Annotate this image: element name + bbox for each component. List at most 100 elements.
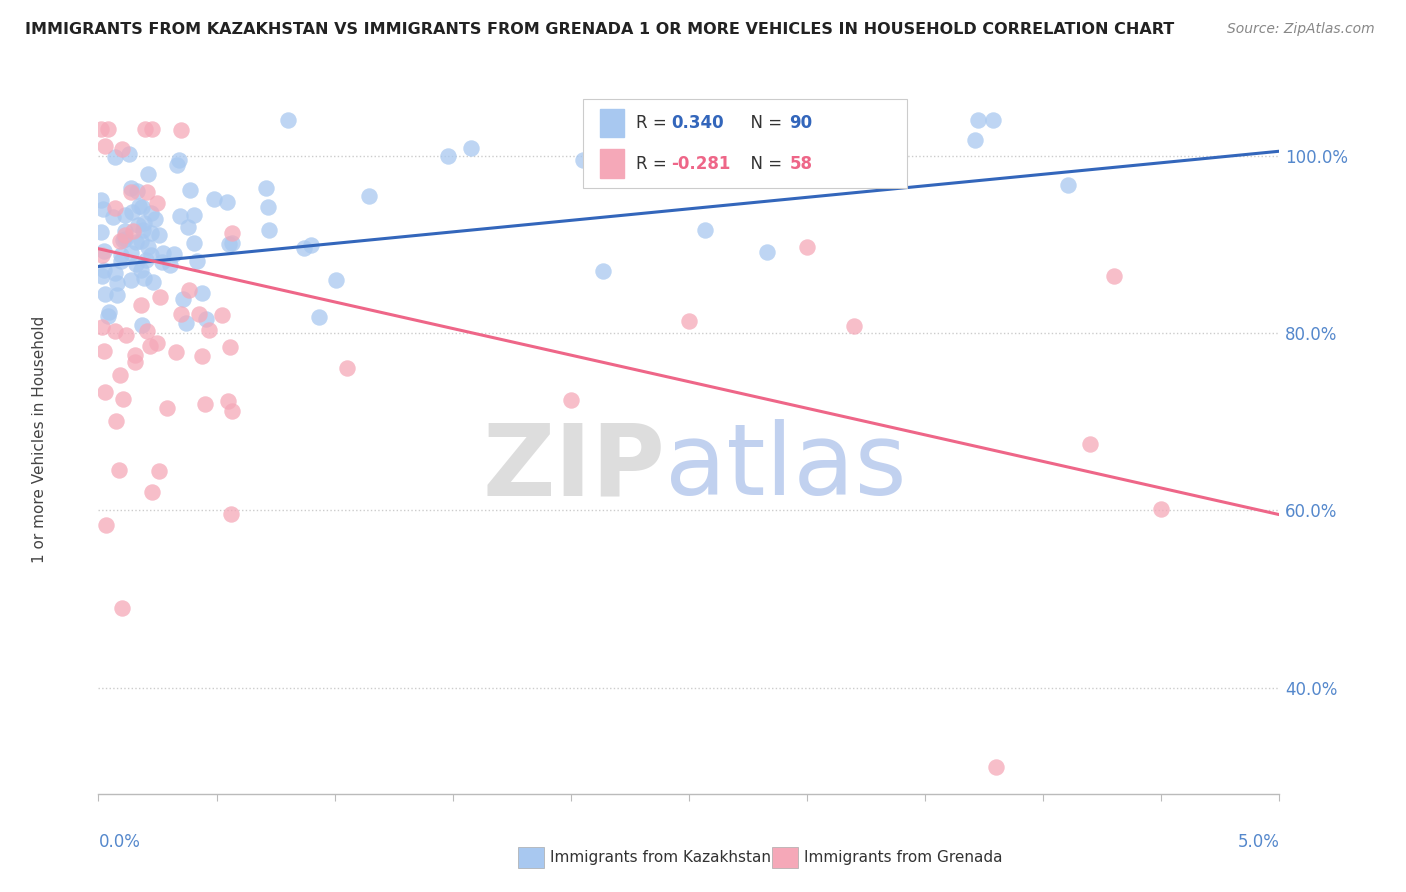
Point [132, 271, 155, 285]
Text: N =: N = [740, 154, 787, 173]
Point [844, 318, 866, 333]
Text: 0.0%: 0.0% [98, 833, 141, 851]
Point [97, 304, 120, 318]
Point [221, 404, 243, 418]
Text: 90: 90 [789, 114, 813, 132]
Point [128, 199, 150, 213]
Point [221, 226, 243, 240]
Point [436, 149, 458, 163]
Point [1150, 502, 1173, 516]
Point [93, 263, 115, 277]
Point [460, 141, 482, 155]
Point [129, 234, 152, 248]
Point [110, 247, 132, 261]
Text: 5.0%: 5.0% [1237, 833, 1279, 851]
Point [90, 248, 112, 262]
Point [121, 205, 143, 219]
Point [114, 228, 136, 243]
Text: atlas: atlas [665, 419, 907, 516]
Text: 1 or more Vehicles in Household: 1 or more Vehicles in Household [32, 316, 46, 563]
Point [131, 318, 153, 333]
Point [170, 307, 193, 321]
Point [104, 202, 127, 216]
Point [107, 463, 129, 477]
FancyBboxPatch shape [600, 150, 624, 178]
Point [167, 153, 190, 167]
Point [148, 228, 170, 243]
Point [1102, 269, 1125, 284]
Point [131, 200, 153, 214]
Point [607, 113, 630, 128]
Point [91, 202, 114, 216]
Point [142, 275, 165, 289]
Point [308, 310, 330, 324]
Point [107, 288, 129, 302]
Point [114, 209, 136, 223]
Point [120, 180, 142, 194]
Point [118, 147, 141, 161]
Text: R =: R = [636, 114, 672, 132]
Point [217, 195, 239, 210]
Point [165, 345, 187, 359]
Point [967, 113, 990, 128]
Point [174, 316, 197, 330]
Point [91, 269, 114, 284]
Point [93, 344, 115, 359]
Point [114, 232, 136, 246]
Point [124, 355, 146, 369]
Point [111, 142, 134, 156]
FancyBboxPatch shape [772, 847, 797, 868]
Point [136, 240, 159, 254]
Point [183, 209, 205, 223]
Point [104, 324, 127, 338]
Point [170, 123, 193, 137]
Point [299, 238, 322, 252]
Text: Immigrants from Grenada: Immigrants from Grenada [803, 850, 1002, 865]
Point [159, 259, 181, 273]
Point [111, 392, 134, 406]
Point [143, 211, 166, 226]
Point [177, 220, 200, 235]
Point [90, 320, 112, 334]
Text: N =: N = [740, 114, 787, 132]
Point [217, 394, 239, 409]
Point [218, 236, 240, 251]
Point [166, 158, 188, 172]
Text: -0.281: -0.281 [671, 154, 731, 173]
Point [172, 293, 194, 307]
Point [179, 183, 201, 197]
Point [981, 113, 1004, 128]
Point [219, 340, 242, 354]
Point [187, 307, 209, 321]
Point [93, 138, 115, 153]
Point [156, 401, 179, 416]
Text: IMMIGRANTS FROM KAZAKHSTAN VS IMMIGRANTS FROM GRENADA 1 OR MORE VEHICLES IN HOUS: IMMIGRANTS FROM KAZAKHSTAN VS IMMIGRANTS… [25, 22, 1174, 37]
Point [97, 309, 120, 323]
Point [882, 132, 904, 146]
Point [257, 200, 280, 214]
Point [97, 122, 120, 136]
Point [336, 361, 359, 376]
Point [94, 517, 117, 532]
Point [141, 485, 163, 500]
Point [211, 309, 233, 323]
Text: Immigrants from Kazakhstan: Immigrants from Kazakhstan [550, 850, 770, 865]
Point [120, 246, 142, 260]
FancyBboxPatch shape [582, 99, 907, 187]
Point [221, 235, 243, 250]
Text: Source: ZipAtlas.com: Source: ZipAtlas.com [1227, 22, 1375, 37]
Point [191, 349, 214, 363]
Point [191, 285, 214, 300]
Point [725, 141, 748, 155]
Point [111, 234, 134, 248]
Point [796, 240, 818, 254]
Point [572, 153, 595, 167]
Point [202, 192, 225, 206]
Point [357, 189, 380, 203]
Point [148, 464, 170, 478]
Point [135, 252, 157, 267]
Point [152, 245, 174, 260]
Point [114, 327, 136, 342]
Point [90, 193, 112, 207]
Point [120, 273, 142, 287]
